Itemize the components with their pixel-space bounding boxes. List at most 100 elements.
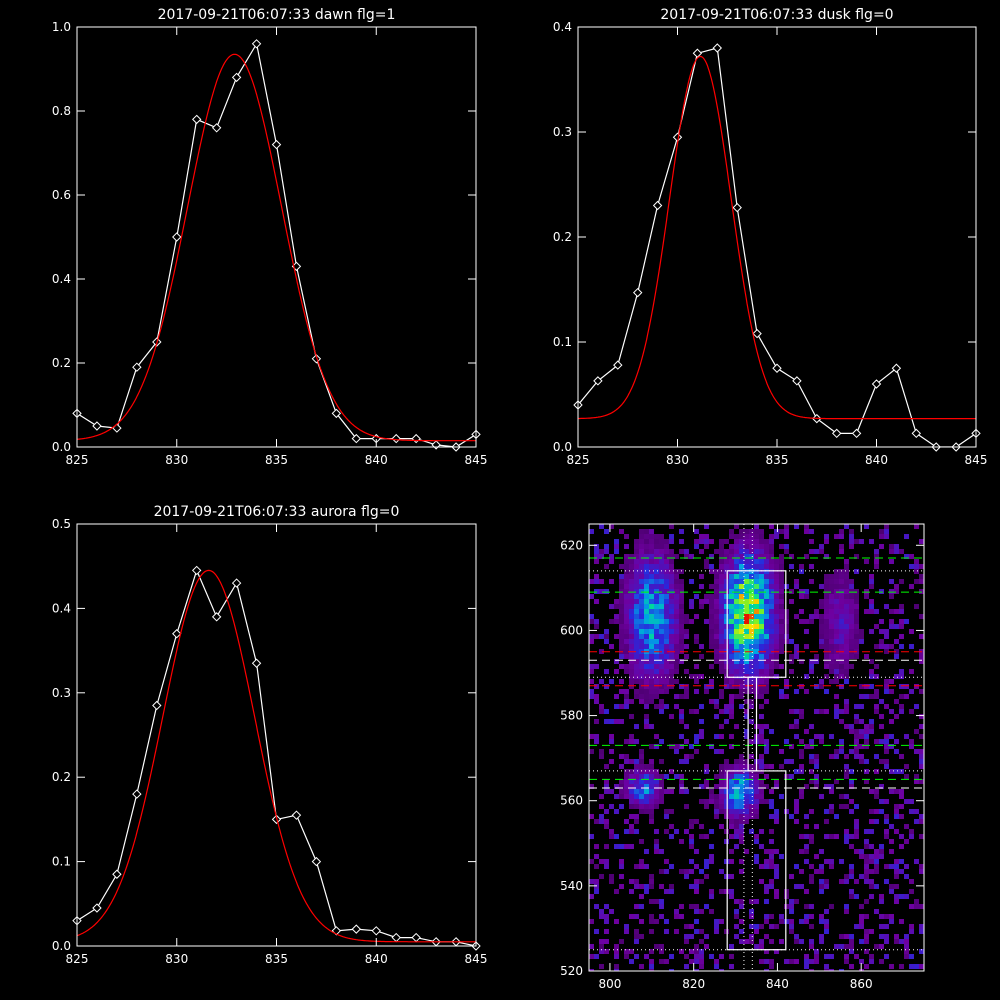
heatmap-cell bbox=[719, 559, 724, 564]
heatmap-cell bbox=[639, 864, 644, 869]
heatmap-cell bbox=[909, 744, 914, 749]
heatmap-cell bbox=[644, 639, 649, 644]
heatmap-cell bbox=[759, 844, 764, 849]
heatmap-cell bbox=[649, 604, 654, 609]
heatmap-cell bbox=[914, 604, 919, 609]
heatmap-cell bbox=[724, 584, 729, 589]
heatmap-cell bbox=[754, 809, 759, 814]
heatmap-cell bbox=[689, 959, 694, 964]
heatmap-cell bbox=[829, 679, 834, 684]
heatmap-cell bbox=[734, 679, 739, 684]
heatmap-cell bbox=[654, 799, 659, 804]
heatmap-cell bbox=[799, 869, 804, 874]
heatmap-cell bbox=[744, 529, 749, 534]
heatmap-cell bbox=[889, 919, 894, 924]
heatmap-cell bbox=[839, 739, 844, 744]
heatmap-cell bbox=[839, 669, 844, 674]
heatmap-cell bbox=[914, 564, 919, 569]
heatmap-cell bbox=[744, 554, 749, 559]
heatmap-cell bbox=[699, 734, 704, 739]
heatmap-cell bbox=[854, 744, 859, 749]
heatmap-cell bbox=[644, 794, 649, 799]
heatmap-cell bbox=[779, 919, 784, 924]
heatmap-cell bbox=[894, 654, 899, 659]
heatmap-cell bbox=[864, 869, 869, 874]
heatmap-cell bbox=[764, 589, 769, 594]
heatmap-cell bbox=[864, 929, 869, 934]
heatmap-cell bbox=[919, 579, 924, 584]
heatmap-cell bbox=[754, 609, 759, 614]
heatmap-cell bbox=[634, 769, 639, 774]
heatmap-cell bbox=[744, 614, 749, 619]
heatmap-cell bbox=[659, 604, 664, 609]
heatmap-cell bbox=[844, 764, 849, 769]
heatmap-cell bbox=[599, 859, 604, 864]
heatmap-cell bbox=[889, 709, 894, 714]
heatmap-cell bbox=[824, 884, 829, 889]
heatmap-cell bbox=[899, 769, 904, 774]
heatmap-cell bbox=[639, 904, 644, 909]
heatmap-cell bbox=[649, 809, 654, 814]
heatmap-cell bbox=[749, 644, 754, 649]
heatmap-cell bbox=[739, 804, 744, 809]
heatmap-cell bbox=[619, 874, 624, 879]
heatmap-cell bbox=[744, 609, 749, 614]
dusk-panel: 825 830 835 840 8450.00.10.20.30.42017-09-21… bbox=[553, 7, 988, 467]
heatmap-cell bbox=[779, 569, 784, 574]
heatmap-cell bbox=[919, 574, 924, 579]
heatmap-cell bbox=[619, 804, 624, 809]
heatmap-cell bbox=[919, 724, 924, 729]
heatmap-cell bbox=[734, 794, 739, 799]
heatmap-cell bbox=[704, 799, 709, 804]
heatmap-cell bbox=[854, 834, 859, 839]
heatmap-cell bbox=[844, 594, 849, 599]
heatmap-cell bbox=[609, 874, 614, 879]
heatmap-cell bbox=[734, 539, 739, 544]
heatmap-cell bbox=[634, 614, 639, 619]
heatmap-cell bbox=[729, 569, 734, 574]
heatmap-cell bbox=[829, 864, 834, 869]
heatmap-cell bbox=[794, 734, 799, 739]
heatmap-cell bbox=[789, 919, 794, 924]
heatmap-cell bbox=[644, 664, 649, 669]
heatmap-cell bbox=[829, 734, 834, 739]
heatmap-cell bbox=[664, 619, 669, 624]
heatmap-cell bbox=[684, 694, 689, 699]
y-tick-label: 620 bbox=[560, 538, 583, 552]
heatmap-cell bbox=[659, 554, 664, 559]
heatmap-cell bbox=[684, 549, 689, 554]
heatmap-cell bbox=[724, 769, 729, 774]
heatmap-cell bbox=[684, 759, 689, 764]
heatmap-cell bbox=[769, 624, 774, 629]
heatmap-cell bbox=[804, 529, 809, 534]
heatmap-cell bbox=[724, 564, 729, 569]
heatmap-cell bbox=[739, 859, 744, 864]
heatmap-cell bbox=[764, 959, 769, 964]
heatmap-cell bbox=[904, 619, 909, 624]
heatmap-cell bbox=[729, 574, 734, 579]
heatmap-cell bbox=[804, 644, 809, 649]
heatmap-cell bbox=[679, 529, 684, 534]
heatmap-cell bbox=[839, 614, 844, 619]
heatmap-cell bbox=[659, 669, 664, 674]
x-tick-label: 830 bbox=[165, 453, 188, 467]
heatmap-cell bbox=[754, 584, 759, 589]
heatmap-cell bbox=[599, 549, 604, 554]
heatmap-cell bbox=[884, 764, 889, 769]
heatmap-cell bbox=[849, 809, 854, 814]
heatmap-cell bbox=[594, 574, 599, 579]
heatmap-cell bbox=[734, 784, 739, 789]
heatmap-cell bbox=[864, 939, 869, 944]
heatmap-cell bbox=[649, 644, 654, 649]
heatmap-cell bbox=[899, 669, 904, 674]
heatmap-cell bbox=[654, 844, 659, 849]
heatmap-cell bbox=[649, 609, 654, 614]
heatmap-cell bbox=[769, 549, 774, 554]
heatmap-cell bbox=[909, 669, 914, 674]
heatmap-cell bbox=[834, 679, 839, 684]
heatmap-cell bbox=[894, 584, 899, 589]
heatmap-cell bbox=[619, 609, 624, 614]
heatmap-cell bbox=[619, 624, 624, 629]
heatmap-cell bbox=[729, 564, 734, 569]
heatmap-cell bbox=[889, 609, 894, 614]
